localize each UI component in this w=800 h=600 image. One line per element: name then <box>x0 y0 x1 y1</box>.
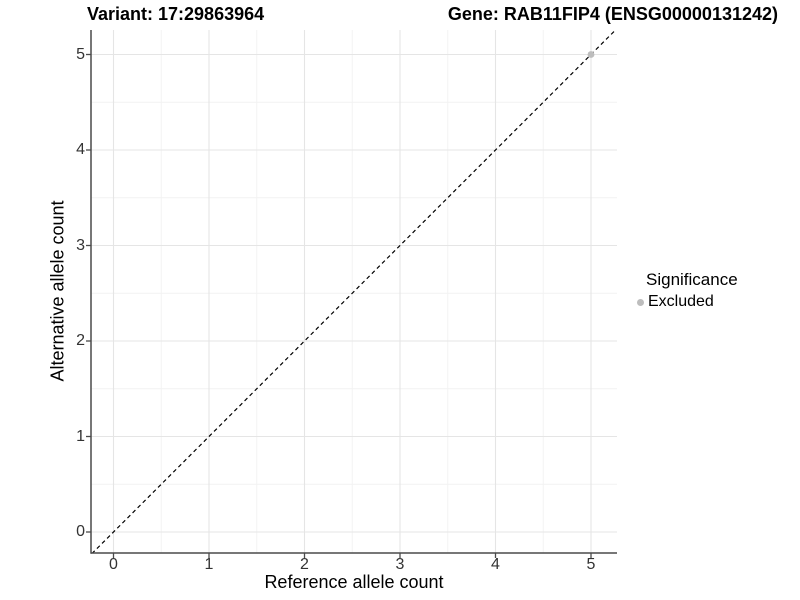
x-tick-label-1: 1 <box>204 556 214 573</box>
y-axis-title: Alternative allele count <box>47 200 68 382</box>
x-tick-label-3: 3 <box>395 556 405 573</box>
legend: Significance Excluded <box>637 270 797 311</box>
legend-item-label: Excluded <box>648 293 714 310</box>
y-tick-label-2: 2 <box>76 332 85 349</box>
y-tick-label-0: 0 <box>76 523 85 540</box>
y-tick-label-4: 4 <box>76 141 85 158</box>
x-tick-label-5: 5 <box>586 556 596 573</box>
x-axis-title: Reference allele count <box>264 572 444 592</box>
legend-key-dot-icon <box>637 298 644 306</box>
y-tick-label-5: 5 <box>76 45 85 63</box>
variant-title: Variant: 17:29863964 <box>87 4 265 24</box>
legend-title: Significance <box>646 270 738 289</box>
legend-item-excluded: Excluded <box>637 293 797 311</box>
identity-dashed-line <box>91 30 617 553</box>
gene-title: Gene: RAB11FIP4 (ENSG00000131242) <box>447 4 778 24</box>
data-point-excluded <box>587 51 595 58</box>
plot-panel <box>86 30 617 558</box>
y-tick-label-1: 1 <box>76 427 85 445</box>
x-tick-label-2: 2 <box>300 556 309 573</box>
y-tick-label-3: 3 <box>76 236 85 254</box>
legend-items: Excluded <box>637 293 797 311</box>
x-tick-label-0: 0 <box>109 556 118 573</box>
x-tick-label-4: 4 <box>491 556 500 573</box>
